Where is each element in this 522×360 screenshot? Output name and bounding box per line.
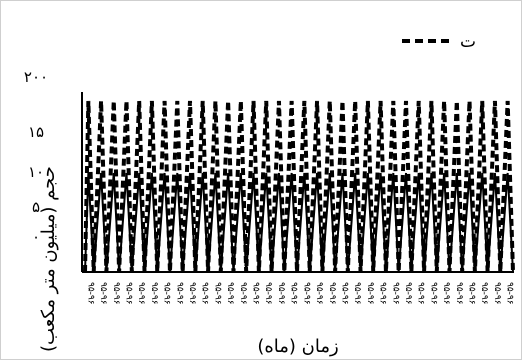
- y-tick-label: ۲۰۰: [24, 68, 48, 86]
- x-tick-label: ۹۵-۹۶: [505, 282, 515, 305]
- x-tick-label: ۹۵-۹۶: [123, 282, 133, 305]
- x-tick-label: ۹۵-۹۶: [339, 282, 349, 305]
- x-tick-label: ۹۵-۹۶: [454, 282, 464, 305]
- y-ticks: ۰ ۵ ۱۰ ۱۵ ۲۰۰: [24, 68, 48, 246]
- x-tick-label: ۹۵-۹۶: [327, 282, 337, 305]
- x-tick-label: ۹۵-۹۶: [225, 282, 235, 305]
- x-tick-label: ۹۵-۹۶: [467, 282, 477, 305]
- x-tick-label: ۹۵-۹۶: [162, 282, 172, 305]
- x-tick-label: ۹۵-۹۶: [98, 282, 108, 305]
- x-tick-label: ۹۵-۹۶: [111, 282, 121, 305]
- x-tick-label: ۹۵-۹۶: [403, 282, 413, 305]
- x-tick-label: ۹۵-۹۶: [85, 282, 95, 305]
- y-axis-label: حجم (میلیون متر مکعب): [38, 166, 59, 352]
- series-group: [83, 100, 515, 273]
- x-tick-label: ۹۵-۹۶: [263, 282, 273, 305]
- x-tick-label: ۹۵-۹۶: [174, 282, 184, 305]
- x-tick-label: ۹۵-۹۶: [479, 282, 489, 305]
- x-tick-label: ۹۵-۹۶: [428, 282, 438, 305]
- x-tick-label: ۹۵-۹۶: [136, 282, 146, 305]
- x-tick-label: ۹۵-۹۶: [212, 282, 222, 305]
- y-tick-label: ۱۰: [28, 163, 44, 181]
- x-tick-label: ۹۵-۹۶: [378, 282, 388, 305]
- x-tick-label: ۹۵-۹۶: [289, 282, 299, 305]
- y-tick-label: ۵: [32, 198, 40, 216]
- x-tick-label: ۹۵-۹۶: [492, 282, 502, 305]
- x-tick-label: ۹۵-۹۶: [251, 282, 261, 305]
- x-tick-label: ۹۵-۹۶: [352, 282, 362, 305]
- x-axis-label: زمان (ماه): [257, 336, 338, 357]
- y-tick-label: ۱۵: [28, 123, 44, 141]
- x-tick-label: ۹۵-۹۶: [187, 282, 197, 305]
- legend-label: ت: [460, 32, 476, 52]
- x-tick-label: ۹۵-۹۶: [301, 282, 311, 305]
- x-tick-label: ۹۵-۹۶: [200, 282, 210, 305]
- series-solid-line: [84, 172, 514, 273]
- x-tick-label: ۹۵-۹۶: [238, 282, 248, 305]
- x-tick-label: ۹۵-۹۶: [149, 282, 159, 305]
- x-tick-label: ۹۵-۹۶: [276, 282, 286, 305]
- x-tick-label: ۹۵-۹۶: [416, 282, 426, 305]
- x-tick-label: ۹۵-۹۶: [390, 282, 400, 305]
- x-ticks: ۹۵-۹۶ ۹۵-۹۶ ۹۵-۹۶ ۹۵-۹۶ ۹۵-۹۶ ۹۵-۹۶ ۹۵-۹۶ ۹۵-۹۶…: [85, 282, 514, 305]
- y-tick-label: ۰: [32, 228, 40, 246]
- x-tick-label: ۹۵-۹۶: [365, 282, 375, 305]
- x-tick-label: ۹۵-۹۶: [314, 282, 324, 305]
- x-tick-label: ۹۵-۹۶: [441, 282, 451, 305]
- series-dashed-line: [83, 100, 515, 273]
